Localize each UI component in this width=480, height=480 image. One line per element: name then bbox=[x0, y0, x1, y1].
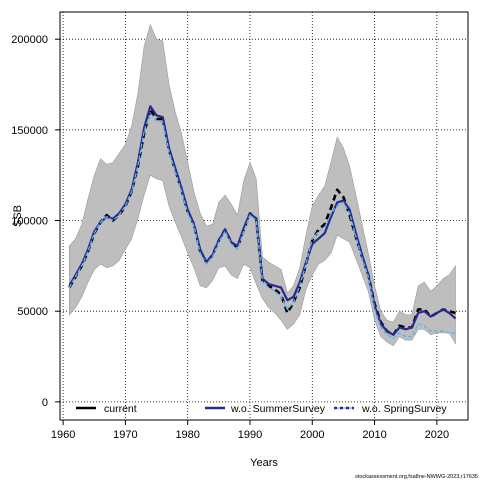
y-tick-label-200000: 200000 bbox=[11, 34, 48, 46]
source-note: stockassessment.org,fsa8ne-NWWG-2023,r17… bbox=[355, 474, 478, 480]
x-axis: 1960 1970 1980 1990 2000 2010 2020 bbox=[51, 420, 449, 441]
y-tick-label-100000: 100000 bbox=[11, 216, 48, 228]
x-tick-label-1960: 1960 bbox=[51, 429, 75, 441]
series-lines-layer bbox=[68, 105, 457, 340]
y-axis-title: SSB bbox=[12, 205, 24, 227]
y-axis: 0 50000 100000 150000 200000 bbox=[11, 34, 60, 409]
legend-label-current: current bbox=[104, 403, 137, 415]
plot-frame bbox=[59, 11, 469, 421]
y-tick-label-150000: 150000 bbox=[11, 125, 48, 137]
legend-label-summer: w.o. SummerSurvey bbox=[230, 403, 326, 415]
series-line-w-o-springsurvey bbox=[68, 112, 456, 340]
legend: current w.o. SummerSurvey w.o. SpringSur… bbox=[76, 403, 447, 415]
x-tick-label-2010: 2010 bbox=[362, 429, 386, 441]
confidence-band bbox=[69, 23, 456, 347]
x-tick-label-2020: 2020 bbox=[425, 429, 449, 441]
y-tick-label-50000: 50000 bbox=[17, 306, 48, 318]
confidence-band-layer bbox=[69, 23, 456, 347]
x-tick-label-2000: 2000 bbox=[300, 429, 324, 441]
y-tick-label-0: 0 bbox=[42, 397, 48, 409]
x-axis-title: Years bbox=[250, 457, 278, 469]
x-tick-label-1980: 1980 bbox=[175, 429, 199, 441]
legend-label-spring: w.o. SpringSurvey bbox=[361, 403, 447, 415]
x-tick-label-1970: 1970 bbox=[113, 429, 137, 441]
x-tick-label-1990: 1990 bbox=[238, 429, 262, 441]
